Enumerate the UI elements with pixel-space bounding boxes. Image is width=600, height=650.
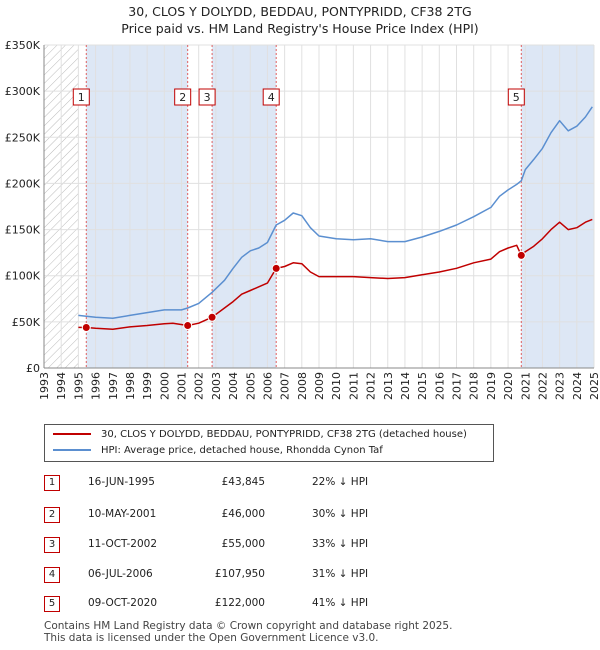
- sale-point: [207, 312, 217, 322]
- y-tick-label: £250K: [5, 131, 41, 144]
- x-tick-label: 2020: [502, 372, 515, 400]
- y-tick-label: £100K: [5, 270, 41, 283]
- x-tick-label: 2024: [571, 372, 584, 400]
- x-tick-label: 1995: [72, 372, 85, 400]
- x-tick-label: 2001: [176, 372, 189, 400]
- sale-number-box: 2: [44, 507, 60, 523]
- chart-subtitle: Price paid vs. HM Land Registry's House …: [121, 21, 479, 36]
- sale-point: [516, 250, 526, 260]
- y-tick-label: £350K: [5, 39, 41, 52]
- x-tick-label: 2009: [313, 372, 326, 400]
- sales-table-row: 4 06-JUL-2006 £107,950 31% ↓ HPI: [44, 567, 444, 583]
- x-tick-label: 1998: [124, 372, 137, 400]
- x-tick-label: 2016: [433, 372, 446, 400]
- footer-licence: This data is licensed under the Open Gov…: [44, 632, 379, 644]
- x-tick-label: 2008: [296, 372, 309, 400]
- x-tick-label: 2002: [193, 372, 206, 400]
- sale-hpi-diff: 30% ↓ HPI: [312, 508, 369, 520]
- sale-hpi-diff: 22% ↓ HPI: [312, 476, 369, 488]
- sale-label-box: [198, 88, 216, 106]
- x-tick-label: 2017: [451, 372, 464, 400]
- sale-number-box: 1: [44, 475, 60, 491]
- x-tick-label: 2004: [227, 372, 240, 400]
- sale-hpi-diff: 31% ↓ HPI: [312, 568, 369, 580]
- x-tick-label: 1999: [141, 372, 154, 400]
- x-tick-label: 2013: [382, 372, 395, 400]
- ownership-shade: [86, 45, 188, 368]
- sale-label-box: [72, 88, 90, 106]
- x-tick-label: 2006: [261, 372, 274, 400]
- legend-swatch-hpi: [53, 449, 91, 451]
- sale-label-box: [507, 88, 525, 106]
- x-tick-label: 2007: [279, 372, 292, 400]
- sales-table-row: 1 16-JUN-1995 £43,845 22% ↓ HPI: [44, 475, 444, 491]
- sale-number-box: 3: [44, 537, 60, 553]
- x-tick-label: 2012: [365, 372, 378, 400]
- x-tick-label: 1994: [55, 372, 68, 400]
- x-tick-label: 2018: [468, 372, 481, 400]
- sale-price: £55,000: [221, 538, 265, 550]
- sale-date: 10-MAY-2001: [88, 508, 157, 520]
- sales-table-row: 3 11-OCT-2002 £55,000 33% ↓ HPI: [44, 537, 444, 553]
- y-tick-label: £150K: [5, 224, 41, 237]
- sale-price: £46,000: [221, 508, 265, 520]
- sale-label-box: [174, 88, 192, 106]
- x-tick-label: 2005: [244, 372, 257, 400]
- sale-price: £107,950: [214, 568, 265, 580]
- sale-hpi-diff: 33% ↓ HPI: [312, 538, 369, 550]
- y-tick-label: £0: [26, 362, 40, 375]
- sales-table-row: 5 09-OCT-2020 £122,000 41% ↓ HPI: [44, 596, 444, 612]
- sale-label-text: 1: [78, 91, 85, 104]
- x-tick-label: 2014: [399, 372, 412, 400]
- sale-hpi-diff: 41% ↓ HPI: [312, 597, 369, 609]
- price-chart: 1 2 3 4 5 £0 £50K £100K £150K £200K £250K £300K £35…: [5, 39, 600, 400]
- legend-swatch-property: [53, 433, 91, 435]
- x-tick-label: 2000: [158, 372, 171, 400]
- sale-point: [271, 263, 281, 273]
- sale-date: 11-OCT-2002: [88, 538, 157, 550]
- x-tick-label: 1993: [38, 372, 51, 400]
- sale-date: 16-JUN-1995: [88, 476, 155, 488]
- x-tick-label: 2019: [485, 372, 498, 400]
- sale-label-text: 5: [513, 91, 520, 104]
- x-tick-label: 2022: [536, 372, 549, 400]
- property-price-line: [78, 218, 593, 330]
- x-tick-label: 2021: [519, 372, 532, 400]
- hpi-line: [78, 106, 593, 319]
- x-tick-label: 1997: [107, 372, 120, 400]
- sale-label-text: 3: [204, 91, 211, 104]
- sale-label-text: 4: [268, 91, 275, 104]
- x-tick-label: 2025: [588, 372, 600, 400]
- sale-label-text: 2: [179, 91, 186, 104]
- sale-price: £122,000: [214, 597, 265, 609]
- sales-table-row: 2 10-MAY-2001 £46,000 30% ↓ HPI: [44, 507, 444, 523]
- legend-label-hpi: HPI: Average price, detached house, Rhon…: [101, 445, 383, 456]
- x-tick-label: 2011: [347, 372, 360, 400]
- x-tick-label: 2015: [416, 372, 429, 400]
- x-tick-label: 2003: [210, 372, 223, 400]
- x-tick-label: 2023: [554, 372, 567, 400]
- y-tick-label: £50K: [12, 316, 41, 329]
- sale-point: [81, 323, 91, 333]
- x-tick-label: 1996: [90, 372, 103, 400]
- x-tick-label: 2010: [330, 372, 343, 400]
- footer-copyright: Contains HM Land Registry data © Crown c…: [44, 620, 453, 632]
- legend-label-property: 30, CLOS Y DOLYDD, BEDDAU, PONTYPRIDD, C…: [101, 429, 467, 440]
- sale-point: [183, 321, 193, 331]
- sale-price: £43,845: [221, 476, 265, 488]
- y-tick-label: £300K: [5, 85, 41, 98]
- sale-number-box: 4: [44, 567, 60, 583]
- legend-item-hpi: HPI: Average price, detached house, Rhon…: [53, 443, 383, 459]
- sale-label-box: [262, 88, 280, 106]
- chart-legend: 30, CLOS Y DOLYDD, BEDDAU, PONTYPRIDD, C…: [44, 424, 494, 462]
- chart-title: 30, CLOS Y DOLYDD, BEDDAU, PONTYPRIDD, C…: [128, 4, 472, 19]
- sale-date: 06-JUL-2006: [88, 568, 153, 580]
- y-tick-label: £200K: [5, 177, 41, 190]
- sale-number-box: 5: [44, 596, 60, 612]
- legend-item-property: 30, CLOS Y DOLYDD, BEDDAU, PONTYPRIDD, C…: [53, 427, 467, 443]
- ownership-shade: [521, 45, 594, 368]
- sale-date: 09-OCT-2020: [88, 597, 157, 609]
